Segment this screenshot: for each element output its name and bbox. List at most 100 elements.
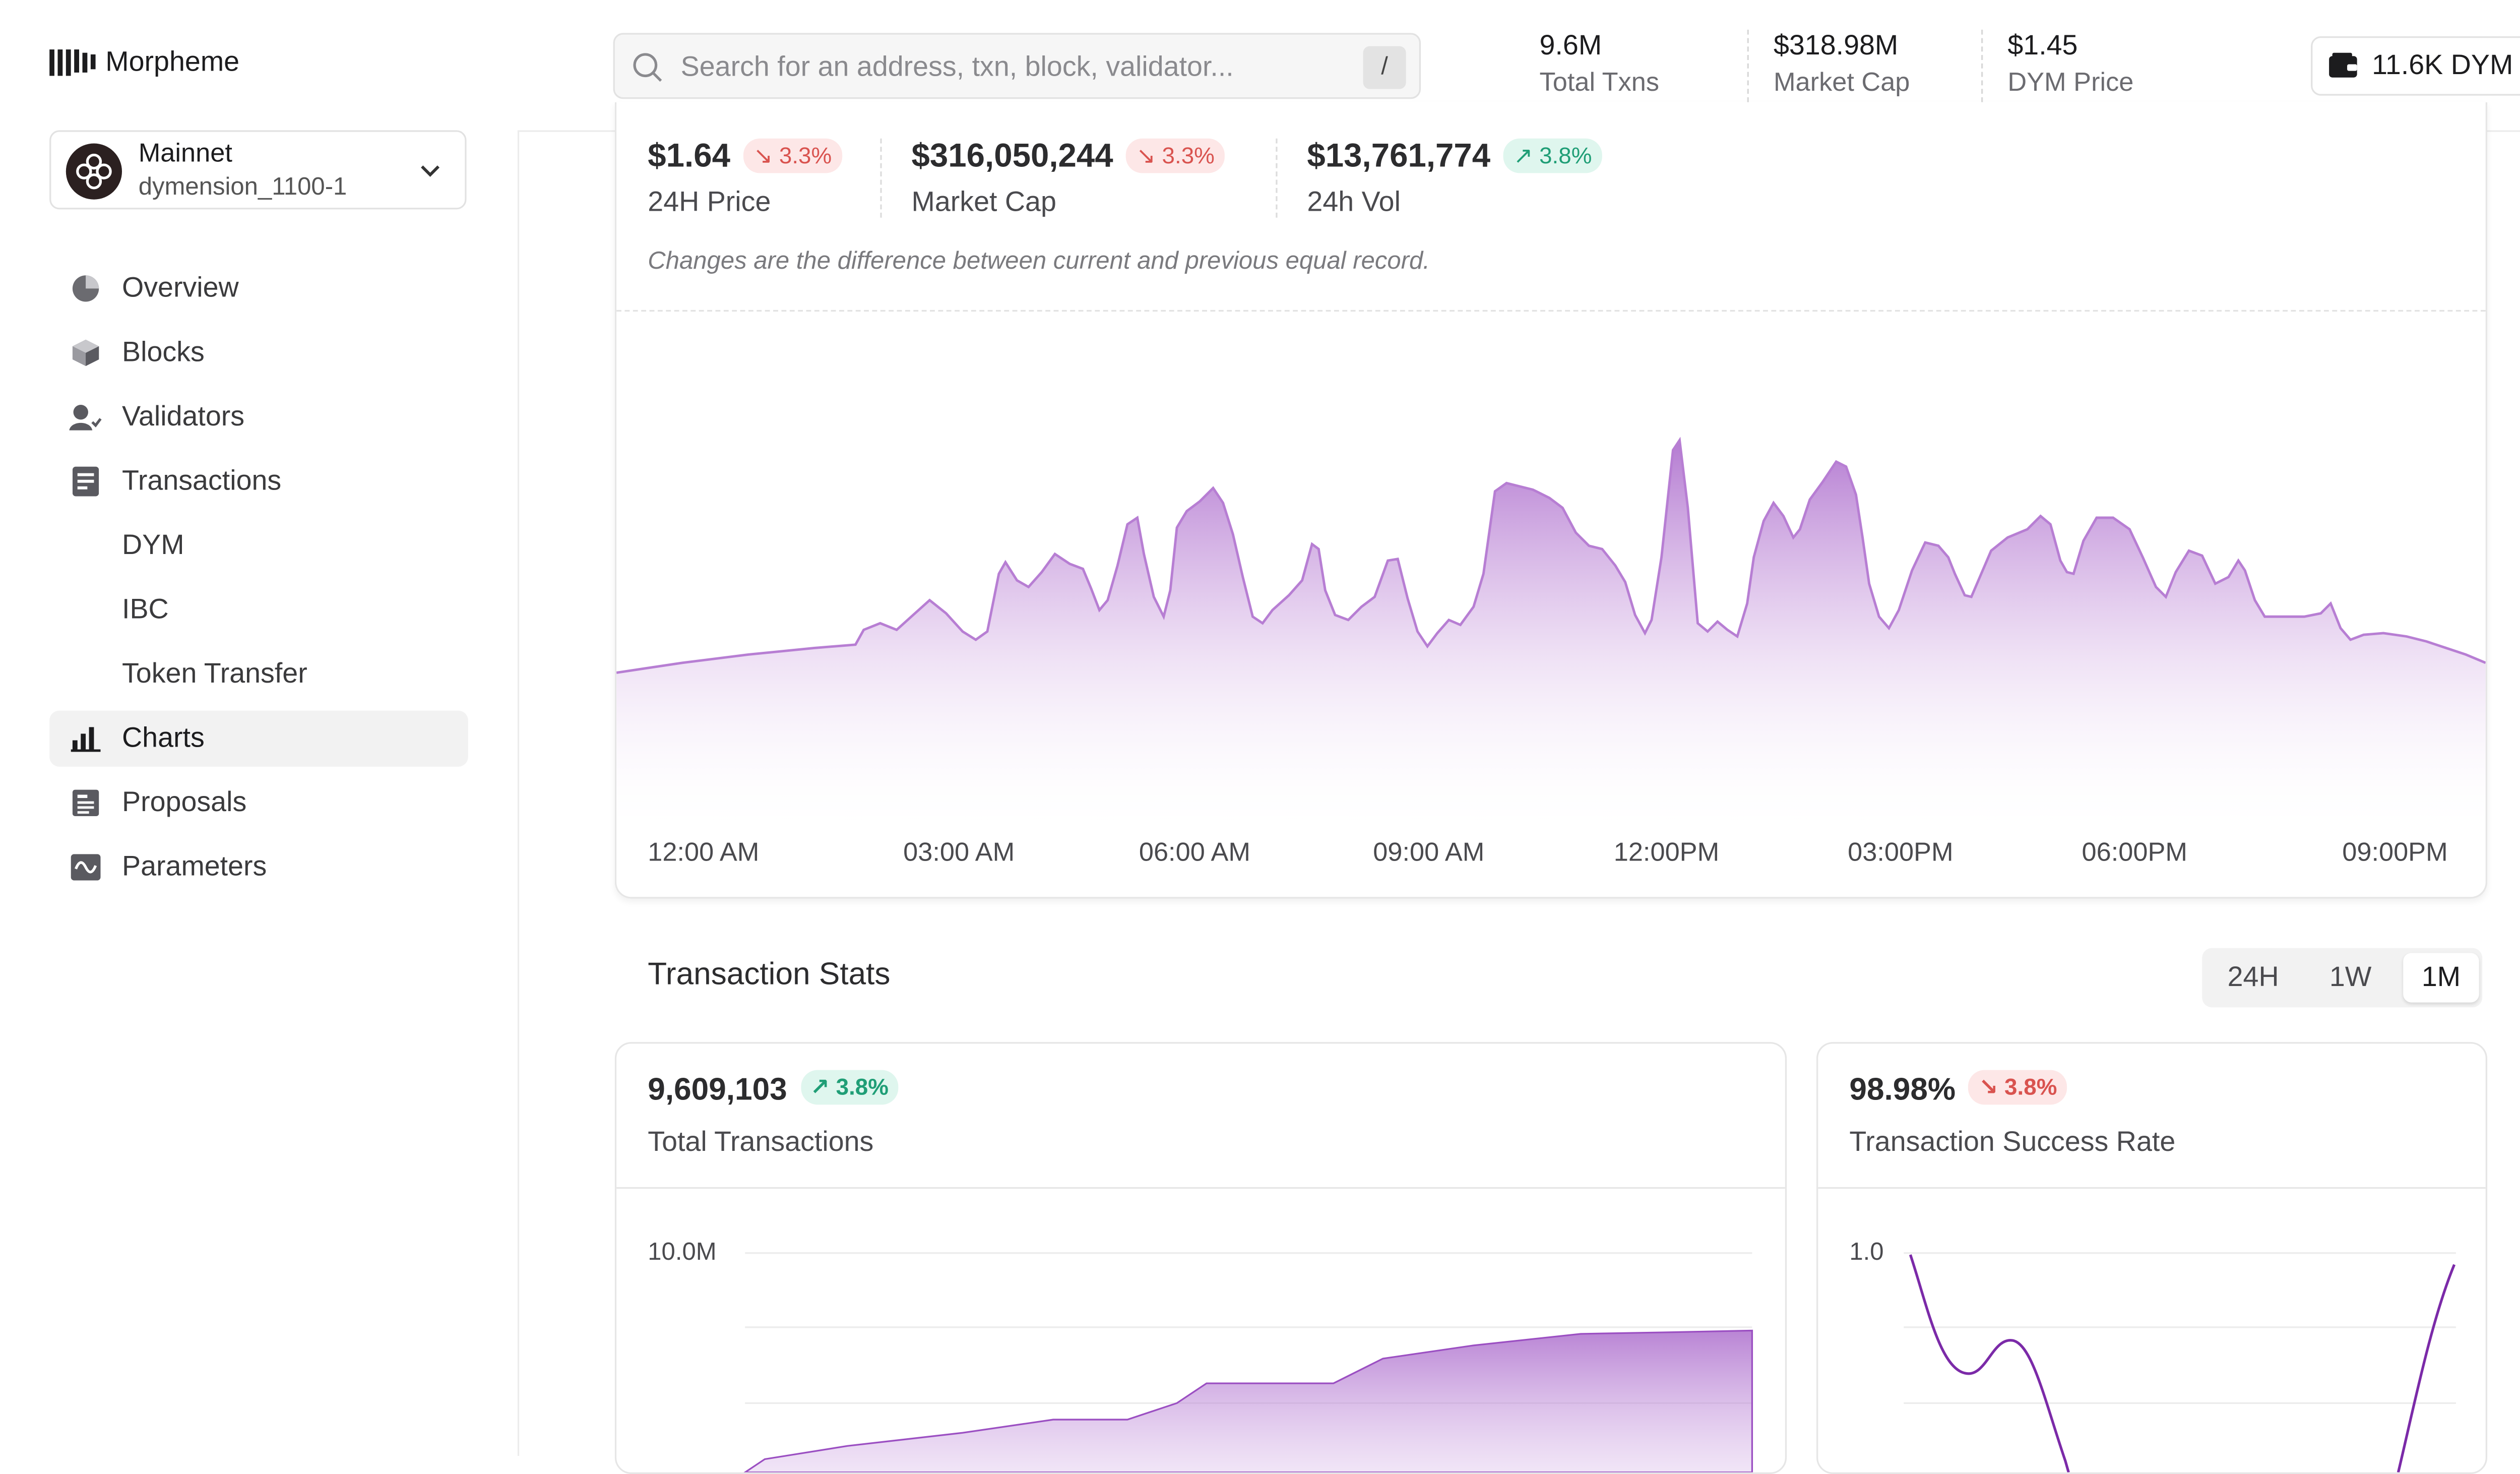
change-value: 3.8% — [836, 1074, 889, 1101]
x-tick-label: 03:00 AM — [903, 839, 1015, 868]
sidebar-item-label: Proposals — [122, 786, 247, 818]
metric-value: $1.64 — [648, 138, 730, 175]
sidebar-item-overview[interactable]: Overview — [49, 261, 468, 317]
sidebar-item-blocks[interactable]: Blocks — [49, 325, 468, 381]
success-rate-line — [1909, 1254, 2456, 1472]
divider — [1276, 138, 1278, 218]
changes-note: Changes are the difference between curre… — [648, 247, 1430, 276]
header-stat-value: $1.45 — [2007, 29, 2078, 62]
pie-icon — [69, 272, 102, 305]
x-tick-label: 03:00PM — [1848, 839, 1954, 868]
header-stat-label: Market Cap — [1773, 69, 1910, 97]
header-stat-total-txns: 9.6M Total Txns — [1540, 30, 1660, 99]
sidebar-item-label: Transactions — [122, 465, 282, 497]
sidebar-item-dym[interactable]: DYM — [49, 518, 468, 574]
sidebar-item-label: Blocks — [122, 336, 205, 368]
change-badge: ↘ 3.3% — [743, 139, 842, 174]
success-rate-value: 98.98% ↘ 3.8% — [1849, 1071, 2067, 1110]
total-transactions-area — [743, 1329, 1753, 1472]
sidebar-item-validators[interactable]: Validators — [49, 389, 468, 445]
change-badge: ↘ 3.3% — [1126, 139, 1225, 174]
range-24h-button[interactable]: 24H — [2227, 961, 2279, 993]
sidebar-item-ibc[interactable]: IBC — [49, 582, 468, 638]
search-icon — [633, 53, 662, 82]
market-area-chart[interactable] — [616, 310, 2486, 838]
metric-24h-vol: $13,761,774 ↗ 3.8% 24h Vol — [1307, 139, 1602, 220]
card-label: Transaction Success Rate — [1849, 1126, 2176, 1158]
search-input[interactable] — [677, 34, 1344, 101]
x-tick-label: 09:00PM — [2342, 839, 2448, 868]
range-selector: 24H 1W 1M — [2202, 948, 2483, 1008]
sidebar-item-label: Validators — [122, 400, 245, 432]
change-value: 3.3% — [1162, 142, 1215, 169]
sidebar-item-label: IBC — [122, 593, 169, 625]
change-badge: ↗ 3.8% — [800, 1071, 899, 1106]
card-label: Total Transactions — [648, 1126, 874, 1158]
search-box[interactable]: / — [613, 33, 1421, 101]
network-chain-id: dymension_1100-1 — [138, 173, 347, 202]
market-area-line — [616, 437, 2486, 674]
card-value: 9,609,103 — [648, 1073, 787, 1108]
market-area-fill — [616, 440, 2486, 838]
metric-label: 24h Vol — [1307, 187, 1401, 218]
header-stat-market-cap: $318.98M Market Cap — [1774, 30, 1910, 99]
total-transactions-value: 9,609,103 ↗ 3.8% — [648, 1071, 899, 1110]
metric-value: $316,050,244 — [911, 138, 1113, 175]
metric-label: 24H Price — [648, 187, 771, 218]
wallet-balance: 11.6K DYM — [2372, 49, 2513, 81]
dymension-icon — [76, 153, 112, 190]
header-stat-value: $318.98M — [1773, 29, 1899, 62]
header-stat-label: Total Txns — [1539, 69, 1660, 97]
x-tick-label: 06:00PM — [2082, 839, 2187, 868]
range-1m-button[interactable]: 1M — [2403, 953, 2479, 1003]
change-value: 3.8% — [2004, 1074, 2057, 1101]
header-stat-dym-price: $1.45 DYM Price — [2007, 30, 2133, 99]
market-card: $1.64 ↘ 3.3% 24H Price $316,050,244 ↘ 3.3%… — [614, 102, 2488, 899]
card-header: 98.98% ↘ 3.8% Transaction Success Rate — [1818, 1043, 2486, 1189]
y-axis-top-label: 10.0M — [648, 1238, 717, 1266]
success-rate-chart[interactable] — [1818, 1189, 2486, 1472]
wallet-icon — [2329, 52, 2357, 78]
sidebar-item-transactions[interactable]: Transactions — [49, 453, 468, 509]
change-value: 3.3% — [779, 142, 832, 169]
wallet-button[interactable]: 11.6K DYM — [2311, 36, 2520, 96]
metric-value: $13,761,774 — [1307, 138, 1491, 175]
sidebar: Morpheme Mainnet dymension_1100-1 Overvi… — [0, 0, 520, 1456]
validator-icon — [69, 401, 102, 434]
range-1w-button[interactable]: 1W — [2329, 961, 2372, 993]
y-axis-top-label: 1.0 — [1849, 1238, 1884, 1266]
sidebar-item-label: Parameters — [122, 850, 267, 882]
wave-icon — [69, 851, 102, 884]
sidebar-item-label: Token Transfer — [122, 658, 307, 690]
metric-market-cap: $316,050,244 ↘ 3.3% Market Cap — [912, 139, 1225, 220]
chevron-down-icon — [421, 165, 440, 177]
x-tick-label: 12:00PM — [1613, 839, 1720, 868]
proposal-icon — [69, 786, 102, 819]
card-header: 9,609,103 ↗ 3.8% Total Transactions — [616, 1043, 1785, 1189]
sidebar-item-proposals[interactable]: Proposals — [49, 775, 468, 831]
brand[interactable]: Morpheme — [49, 46, 239, 79]
sidebar-item-token-transfer[interactable]: Token Transfer — [49, 646, 468, 702]
network-selector[interactable]: Mainnet dymension_1100-1 — [49, 130, 467, 210]
sidebar-item-parameters[interactable]: Parameters — [49, 839, 468, 895]
divider — [616, 310, 2486, 312]
total-transactions-chart[interactable] — [616, 1189, 1785, 1472]
cube-icon — [69, 336, 102, 369]
total-transactions-card: 9,609,103 ↗ 3.8% Total Transactions 10.0M — [614, 1042, 1787, 1474]
change-badge: ↗ 3.8% — [1503, 139, 1602, 174]
sidebar-nav: Overview Blocks Validators Transactions … — [49, 261, 468, 904]
search-shortcut-key: / — [1363, 46, 1406, 89]
divider — [1981, 29, 1983, 102]
network-title: Mainnet — [138, 140, 232, 168]
change-badge: ↘ 3.8% — [1969, 1071, 2067, 1106]
sidebar-item-charts[interactable]: Charts — [49, 710, 468, 767]
divider — [880, 138, 882, 218]
section-title: Transaction Stats — [648, 958, 891, 993]
app-name: Morpheme — [105, 46, 240, 78]
sidebar-item-label: Charts — [122, 722, 205, 754]
bar-chart-icon — [69, 722, 102, 755]
network-avatar — [66, 143, 122, 200]
header-stat-label: DYM Price — [2007, 69, 2134, 97]
x-tick-label: 06:00 AM — [1139, 839, 1250, 868]
header-stat-value: 9.6M — [1539, 29, 1602, 62]
